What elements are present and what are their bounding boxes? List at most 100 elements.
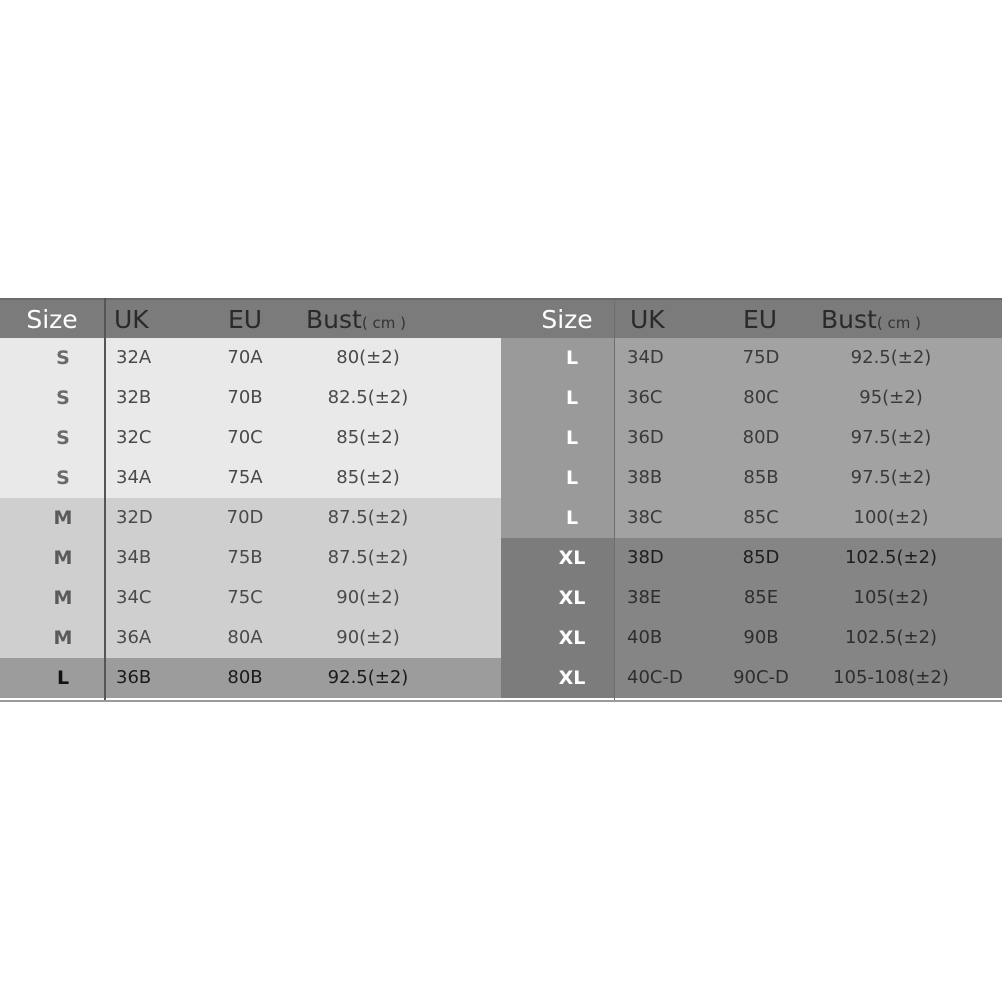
size-cell-bg	[501, 378, 614, 418]
size-cell: M	[53, 627, 73, 649]
size-table-left: Size UK EU Bust( cm ) S 32A 70A 80(±2) S 32B 7…	[0, 298, 501, 700]
table-row: L 34D 75D 92.5(±2)	[501, 338, 1002, 378]
size-cell: S	[56, 467, 70, 489]
table-bottom-border	[0, 700, 1002, 702]
uk-cell: 32D	[116, 507, 153, 528]
bust-cell: 97.5(±2)	[850, 427, 932, 448]
size-cell: L	[565, 387, 579, 409]
eu-cell: 75C	[227, 587, 263, 608]
uk-cell: 32C	[116, 427, 152, 448]
eu-cell: 90B	[743, 627, 779, 648]
size-cell: S	[56, 427, 70, 449]
size-cell: XL	[558, 547, 586, 569]
eu-cell: 75B	[227, 547, 263, 568]
size-cell: L	[565, 427, 579, 449]
size-cell: XL	[558, 587, 586, 609]
bust-cell: 90(±2)	[336, 587, 400, 608]
table-row: L 36B 80B 92.5(±2)	[0, 658, 501, 698]
uk-cell: 40C-D	[627, 667, 683, 688]
table-header: Size UK EU Bust( cm )	[0, 298, 501, 338]
bust-cell: 100(±2)	[853, 507, 929, 528]
header-size: Size	[26, 305, 78, 334]
size-table-right: Size UK EU Bust( cm ) L 34D 75D 92.5(±2) L 36…	[501, 298, 1002, 700]
bust-cell: 95(±2)	[859, 387, 923, 408]
table-row: L 38B 85B 97.5(±2)	[501, 458, 1002, 498]
eu-cell: 75A	[227, 467, 263, 488]
uk-cell: 34D	[627, 347, 664, 368]
header-size: Size	[541, 305, 593, 334]
bust-cell: 87.5(±2)	[327, 547, 409, 568]
size-cell: M	[53, 587, 73, 609]
table-row: L 36C 80C 95(±2)	[501, 378, 1002, 418]
bust-cell: 105(±2)	[853, 587, 929, 608]
size-cell: L	[565, 347, 579, 369]
size-cell-bg	[0, 578, 104, 618]
eu-cell: 90C-D	[733, 667, 789, 688]
uk-cell: 36B	[116, 667, 152, 688]
table-row: XL 38E 85E 105(±2)	[501, 578, 1002, 618]
uk-cell: 40B	[627, 627, 663, 648]
column-divider	[104, 298, 106, 700]
eu-cell: 85D	[742, 547, 780, 568]
table-row: M 34B 75B 87.5(±2)	[0, 538, 501, 578]
size-cell-bg	[0, 418, 104, 458]
size-cell-bg	[0, 458, 104, 498]
size-cell-bg	[0, 658, 104, 698]
eu-cell: 85C	[743, 507, 779, 528]
bust-cell: 87.5(±2)	[327, 507, 409, 528]
size-cell: M	[53, 547, 73, 569]
table-row: XL 40B 90B 102.5(±2)	[501, 618, 1002, 658]
table-row: L 38C 85C 100(±2)	[501, 498, 1002, 538]
bust-cell: 102.5(±2)	[844, 627, 938, 648]
bust-cell: 85(±2)	[336, 427, 400, 448]
eu-cell: 70C	[227, 427, 263, 448]
table-row: XL 38D 85D 102.5(±2)	[501, 538, 1002, 578]
bust-cell: 80(±2)	[336, 347, 400, 368]
size-cell: XL	[558, 667, 586, 689]
uk-cell: 36D	[627, 427, 664, 448]
size-cell-bg	[501, 538, 614, 578]
table-row: M 36A 80A 90(±2)	[0, 618, 501, 658]
size-cell: M	[53, 507, 73, 529]
size-cell-bg	[501, 458, 614, 498]
size-cell: XL	[558, 627, 586, 649]
uk-cell: 36C	[627, 387, 663, 408]
size-cell: L	[565, 467, 579, 489]
table-row: L 36D 80D 97.5(±2)	[501, 418, 1002, 458]
bust-cell: 92.5(±2)	[850, 347, 932, 368]
header-bust: Bust( cm )	[821, 300, 921, 340]
size-cell: L	[56, 667, 70, 689]
size-cell-bg	[501, 338, 614, 378]
table-row: M 34C 75C 90(±2)	[0, 578, 501, 618]
size-cell: L	[565, 507, 579, 529]
size-cell-bg	[501, 578, 614, 618]
header-bust-label: Bust	[306, 305, 362, 334]
eu-cell: 70A	[227, 347, 263, 368]
uk-cell: 34C	[116, 587, 152, 608]
size-cell-bg	[501, 498, 614, 538]
header-bust-label: Bust	[821, 305, 877, 334]
table-row: S 32A 70A 80(±2)	[0, 338, 501, 378]
column-divider	[614, 298, 615, 700]
bust-cell: 90(±2)	[336, 627, 400, 648]
size-cell-bg	[0, 618, 104, 658]
eu-cell: 80C	[743, 387, 779, 408]
uk-cell: 34B	[116, 547, 152, 568]
size-cell-bg	[501, 658, 614, 698]
uk-cell: 32A	[116, 347, 152, 368]
table-row: S 32B 70B 82.5(±2)	[0, 378, 501, 418]
table-header: Size UK EU Bust( cm )	[501, 298, 1002, 338]
eu-cell: 75D	[742, 347, 780, 368]
bust-cell: 102.5(±2)	[844, 547, 938, 568]
bust-cell: 82.5(±2)	[327, 387, 409, 408]
header-uk: UK	[630, 305, 665, 334]
uk-cell: 32B	[116, 387, 152, 408]
eu-cell: 80D	[742, 427, 780, 448]
size-cell-bg	[501, 618, 614, 658]
table-row: XL 40C-D 90C-D 105-108(±2)	[501, 658, 1002, 698]
header-bust-unit: ( cm )	[361, 314, 406, 332]
uk-cell: 36A	[116, 627, 152, 648]
eu-cell: 80A	[227, 627, 263, 648]
uk-cell: 38D	[627, 547, 664, 568]
size-cell: S	[56, 387, 70, 409]
